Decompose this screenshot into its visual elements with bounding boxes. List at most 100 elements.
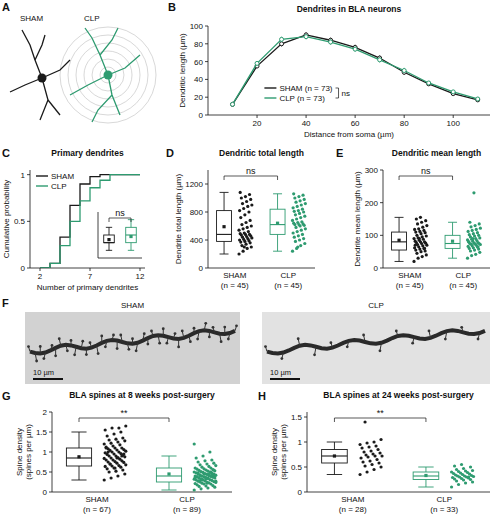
y-tick-label: 100	[365, 231, 379, 240]
data-point	[239, 216, 242, 219]
median	[156, 475, 181, 476]
y-tick-label: 1.5	[36, 428, 48, 437]
legend-label: SHAM	[51, 172, 74, 181]
spine-head	[51, 344, 54, 347]
mean	[276, 222, 279, 225]
data-point	[238, 209, 241, 212]
plot-area	[231, 32, 480, 106]
x-axis	[383, 268, 490, 269]
dendrite-sketch	[22, 30, 42, 78]
panel-letter: A	[2, 1, 10, 13]
y-axis	[383, 170, 384, 268]
data-point	[297, 195, 300, 198]
data-point	[250, 224, 253, 227]
data-point	[466, 257, 469, 260]
y-tick-label: 0	[298, 488, 303, 497]
series-line	[40, 175, 140, 268]
data-point	[197, 460, 200, 463]
data-point	[469, 225, 472, 228]
spine-head	[196, 338, 199, 341]
data-point	[239, 191, 242, 194]
y-tick-label: 1	[43, 448, 48, 457]
mean	[424, 474, 427, 477]
whisker-cap	[128, 250, 134, 251]
spine-head	[104, 345, 107, 348]
category-label: SHAM(n = 67)	[83, 495, 111, 514]
y-axis-title: Dendritic length (µm)	[178, 33, 187, 108]
sholl-circle	[84, 51, 132, 99]
panel-letter: G	[2, 390, 11, 402]
data-point	[104, 428, 107, 431]
category-label: SHAM(n = 45)	[396, 271, 424, 290]
data-point	[194, 466, 197, 469]
spine-head	[116, 347, 119, 350]
chart-title: Dendrites in BLA neurons	[297, 4, 402, 14]
data-point	[214, 480, 217, 483]
data-point	[303, 242, 306, 245]
data-point	[300, 229, 303, 232]
data-point	[244, 221, 247, 224]
data-point	[422, 229, 425, 232]
box	[156, 468, 181, 482]
data-point	[238, 238, 241, 241]
category-label-line: SHAM	[398, 271, 421, 280]
marker	[378, 58, 382, 62]
data-point	[205, 482, 208, 485]
data-point	[468, 221, 471, 224]
panel-letter: B	[168, 1, 176, 13]
y-tick-label: 1200	[185, 180, 203, 189]
data-point	[453, 464, 456, 467]
data-point	[200, 478, 203, 481]
y-tick	[304, 492, 307, 493]
marker	[476, 97, 480, 101]
y-axis-title: Spine density(spines per µm)	[15, 424, 33, 480]
spine-head	[460, 326, 463, 329]
data-point	[246, 247, 249, 250]
data-point	[303, 198, 306, 201]
data-point	[364, 453, 367, 456]
data-point	[211, 474, 214, 477]
data-point	[294, 201, 297, 204]
spine-head	[73, 353, 76, 356]
y-axis-title: Cumulative probability	[2, 180, 11, 259]
category-label-line: (n = 45)	[221, 281, 249, 290]
y-axis	[30, 170, 31, 268]
spine-head	[70, 339, 73, 342]
y-axis-title: Dendrite mean length (µm)	[353, 171, 362, 267]
y-axis-title-line: Spine density	[15, 428, 24, 476]
bracket	[399, 176, 453, 180]
data-point	[464, 481, 467, 484]
x-axis-title: Distance from soma (µm)	[304, 130, 394, 139]
y-tick-label: 2	[43, 408, 48, 417]
category-label-line: (n = 45)	[274, 281, 302, 290]
data-point	[294, 226, 297, 229]
y-tick-label: 0.5	[36, 468, 48, 477]
data-point	[474, 224, 477, 227]
legend-label: SHAM (n = 73)	[279, 84, 332, 93]
y-tick	[27, 174, 30, 175]
mean	[77, 455, 80, 458]
data-point	[293, 196, 296, 199]
data-point	[299, 216, 302, 219]
x-tick-label: 60	[351, 119, 360, 128]
y-tick	[27, 221, 30, 222]
data-point	[361, 460, 364, 463]
x-tick	[257, 115, 258, 118]
data-point	[371, 452, 374, 455]
spine-head	[379, 349, 382, 352]
y-tick-label: 0	[199, 264, 204, 273]
x-axis	[52, 492, 232, 493]
whisker-cap	[220, 192, 229, 193]
category-label: CLP(n = 45)	[449, 271, 477, 290]
series-line	[40, 175, 140, 268]
data-point	[296, 221, 299, 224]
data-point	[203, 472, 206, 475]
whisker-cap	[327, 442, 342, 443]
data-point	[296, 205, 299, 208]
data-point	[478, 222, 481, 225]
data-point	[472, 232, 475, 235]
y-tick-label: 20	[194, 93, 203, 102]
spine-head	[165, 342, 168, 345]
data-point	[121, 468, 124, 471]
category-label-line: (n = 89)	[173, 505, 201, 514]
